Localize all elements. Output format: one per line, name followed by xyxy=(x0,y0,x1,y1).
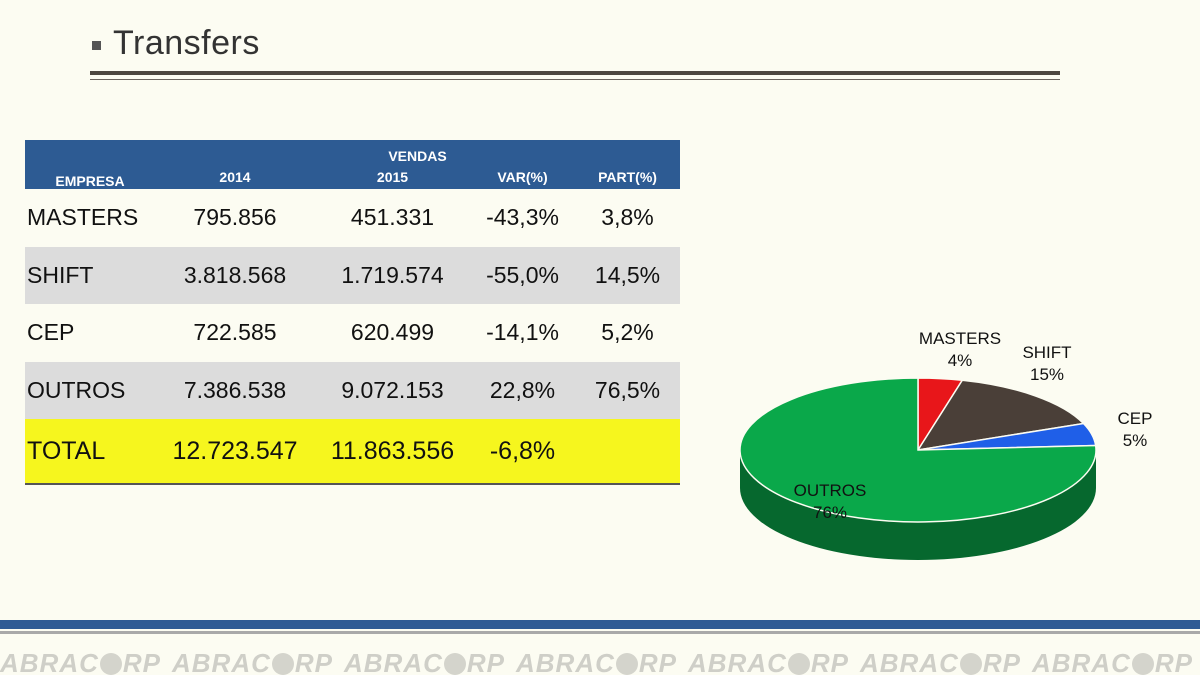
cell-part: 14,5% xyxy=(575,246,681,304)
abracorp-logo: ABRAC RP xyxy=(688,648,850,675)
pie-slice-shift xyxy=(916,379,1086,452)
cell-empresa: OUTROS xyxy=(25,361,155,419)
cell-2014: 3.818.568 xyxy=(155,246,315,304)
cell-part: 5,2% xyxy=(601,319,654,346)
cell-var: -43,3% xyxy=(486,204,559,231)
pie-slice-outros xyxy=(739,377,1097,523)
cell-2014: 722.585 xyxy=(193,319,277,346)
yarn-ball-icon xyxy=(615,653,638,675)
table-row: CEP 722.585 620.499 -14,1% 5,2% xyxy=(25,304,680,362)
page-title: Transfers xyxy=(113,24,260,62)
pie-chart-svg xyxy=(739,377,1097,560)
cell-empresa: SHIFT xyxy=(25,246,155,304)
cell-2014: 12.723.547 xyxy=(155,419,315,485)
cell-part: 76,5% xyxy=(575,361,681,419)
table-row: SHIFT 3.818.568 1.719.574 -55,0% 14,5% xyxy=(25,246,681,304)
pie-side-outros xyxy=(740,450,1096,560)
pie-label-cep: CEP 5% xyxy=(1110,408,1160,452)
header-vendas: VENDAS xyxy=(155,140,681,164)
pie-label-shift-name: SHIFT xyxy=(1022,343,1072,362)
yarn-ball-icon xyxy=(99,653,122,675)
pie-label-cep-value: 5% xyxy=(1122,431,1148,450)
pie-label-shift-value: 15% xyxy=(1029,365,1065,384)
header-part: PART(%) xyxy=(575,164,681,189)
slide-title: Transfers xyxy=(92,24,260,63)
abracorp-logo: ABRAC RP xyxy=(1032,648,1194,675)
cell-empresa: TOTAL xyxy=(25,419,155,485)
cell-2015: 1.719.574 xyxy=(315,246,470,304)
yarn-ball-icon xyxy=(787,653,810,675)
cell-part xyxy=(575,419,681,485)
cell-var: -14,1% xyxy=(486,319,559,346)
abracorp-logo: ABRAC RP xyxy=(0,648,162,675)
footer-band-blue xyxy=(0,620,1200,629)
cell-empresa: MASTERS xyxy=(27,204,139,231)
header-2014: 2014 xyxy=(155,164,315,189)
footer-logo-strip: ABRAC RP ABRAC RP ABRAC RP ABRAC RP ABRAC RP ABRAC… xyxy=(0,640,1200,675)
pie-label-cep-name: CEP xyxy=(1117,409,1153,428)
pie-label-shift: SHIFT 15% xyxy=(1012,342,1082,386)
footer-band-gray xyxy=(0,631,1200,634)
header-empresa: EMPRESA xyxy=(25,140,155,189)
abracorp-logo: ABRAC RP xyxy=(344,648,506,675)
pie-label-masters: MASTERS 4% xyxy=(910,328,1010,372)
table-row: MASTERS 795.856 451.331 -43,3% 3,8% xyxy=(25,189,680,247)
title-rule-thin xyxy=(90,79,1060,80)
title-rule-thick xyxy=(90,71,1060,75)
yarn-ball-icon xyxy=(1131,653,1154,675)
header-var: VAR(%) xyxy=(470,164,575,189)
cell-part: 3,8% xyxy=(601,204,654,231)
pie-label-masters-value: 4% xyxy=(947,351,973,370)
cell-2014: 7.386.538 xyxy=(155,361,315,419)
cell-empresa: CEP xyxy=(27,319,75,346)
yarn-ball-icon xyxy=(271,653,294,675)
pie-label-outros-value: 76% xyxy=(812,503,848,522)
sales-table: EMPRESA VENDAS 2014 2015 VAR(%) PART(%) … xyxy=(25,140,681,485)
bullet-icon xyxy=(92,41,101,50)
cell-2014: 795.856 xyxy=(193,204,277,231)
cell-2015: 9.072.153 xyxy=(315,361,470,419)
pie-label-outros: OUTROS 76% xyxy=(775,480,885,524)
pie-label-masters-name: MASTERS xyxy=(918,329,1002,348)
cell-2015: 11.863.556 xyxy=(315,419,470,485)
cell-2015: 451.331 xyxy=(350,204,435,231)
yarn-ball-icon xyxy=(959,653,982,675)
header-2015: 2015 xyxy=(315,164,470,189)
abracorp-logo: ABRAC RP xyxy=(516,648,678,675)
cell-var: -55,0% xyxy=(470,246,575,304)
total-row: TOTAL 12.723.547 11.863.556 -6,8% xyxy=(25,419,681,485)
table-row: OUTROS 7.386.538 9.072.153 22,8% 76,5% xyxy=(25,361,681,419)
abracorp-logo: ABRAC RP xyxy=(172,648,334,675)
abracorp-logo: ABRAC RP xyxy=(860,648,1022,675)
cell-2015: 620.499 xyxy=(350,319,435,346)
yarn-ball-icon xyxy=(443,653,466,675)
pie-chart: MASTERS 4% SHIFT 15% CEP 5% OUTROS 76% xyxy=(730,320,1200,600)
cell-var: 22,8% xyxy=(470,361,575,419)
pie-label-outros-name: OUTROS xyxy=(793,481,867,500)
cell-var: -6,8% xyxy=(470,419,575,485)
